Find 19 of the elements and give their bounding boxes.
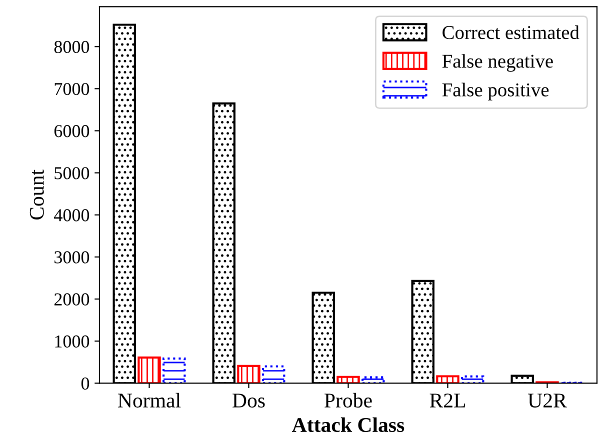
x-tick-label: Dos bbox=[232, 394, 265, 408]
y-axis-title: Count bbox=[30, 170, 44, 220]
y-tick-label: 1000 bbox=[55, 335, 90, 348]
y-tick-label: 5000 bbox=[54, 167, 90, 180]
y-tick-label: 2000 bbox=[54, 293, 90, 306]
legend-label: False positive bbox=[442, 82, 549, 100]
y-tick-label: 8000 bbox=[54, 40, 90, 54]
y-tick-label: 7000 bbox=[54, 82, 90, 96]
y-tick-label: 4000 bbox=[54, 209, 90, 222]
legend-label: Correct estimated bbox=[442, 25, 580, 40]
x-tick-label: Normal bbox=[118, 392, 181, 408]
x-tick-label: R2L bbox=[430, 394, 465, 408]
y-tick-label: 3000 bbox=[54, 251, 90, 264]
x-tick-label: Probe bbox=[324, 392, 372, 408]
x-tick-label: U2R bbox=[528, 394, 567, 408]
x-axis-title: Attack Class bbox=[292, 417, 404, 432]
legend-label: False negative bbox=[442, 54, 553, 72]
y-tick-label: 6000 bbox=[54, 125, 90, 138]
y-tick-label: 0 bbox=[81, 377, 90, 390]
